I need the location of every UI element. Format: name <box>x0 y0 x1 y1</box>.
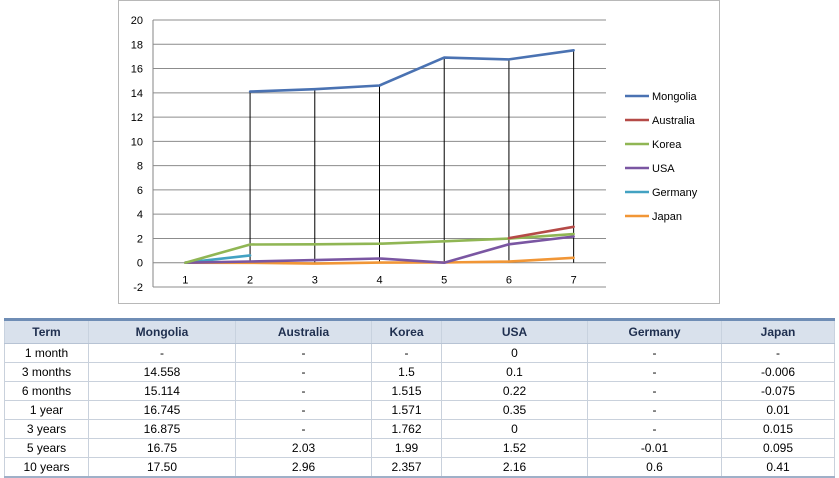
x-tick-label: 2 <box>247 275 253 287</box>
table-cell: 0.095 <box>721 438 835 458</box>
table-row: 1 month - - -0- - <box>4 343 835 363</box>
table-row: 3 years 16.875-1.762 0-0.015 <box>4 419 835 439</box>
x-tick-label: 1 <box>182 275 188 287</box>
x-tick-label: 6 <box>506 275 512 287</box>
table-cell: - <box>88 343 236 363</box>
y-tick-label: 8 <box>137 161 143 173</box>
table-cell: 2.96 <box>235 457 372 478</box>
table-cell: 1 year <box>4 400 89 420</box>
header-germany: Germany <box>587 318 722 344</box>
legend-label-germany: Germany <box>652 187 698 199</box>
y-tick-label: 20 <box>131 15 143 27</box>
legend-label-usa: USA <box>652 163 675 175</box>
table-cell: 2.03 <box>235 438 372 458</box>
table-cell: 0.35 <box>441 400 588 420</box>
table-cell: 1 month <box>4 343 89 363</box>
table-cell: 0.1 <box>441 362 588 382</box>
table-cell: - <box>235 400 372 420</box>
table-cell: 0.41 <box>721 457 835 478</box>
table-cell: 16.875 <box>88 419 236 439</box>
series-line-mongolia <box>248 49 575 93</box>
table-cell: 0.6 <box>587 457 722 478</box>
table-cell: -0.006 <box>721 362 835 382</box>
table-cell: - <box>587 381 722 401</box>
table-row: 10 years 17.50 2.96 2.357 2.16 0.6 0.41 <box>4 457 835 478</box>
y-tick-label: 2 <box>137 233 143 245</box>
table-cell: 10 years <box>4 457 89 478</box>
table-cell: -0.01 <box>587 438 722 458</box>
table-cell: - <box>235 381 372 401</box>
table-cell: - <box>587 343 722 363</box>
y-tick-label: 4 <box>137 209 143 221</box>
table-cell: - <box>721 343 835 363</box>
table-header-row: Term Mongolia Australia Korea USA German… <box>4 318 835 344</box>
table-cell: - <box>235 343 372 363</box>
y-tick-label: 18 <box>131 39 143 51</box>
table-cell: 16.745 <box>88 400 236 420</box>
table-cell: 5 years <box>4 438 89 458</box>
x-tick-label: 3 <box>312 275 318 287</box>
table-row: 5 years 16.75 2.03 1.99 1.52 -0.01 0.095 <box>4 438 835 458</box>
x-tick-label: 4 <box>376 275 382 287</box>
table-cell: - <box>587 419 722 439</box>
table-cell: 14.558 <box>88 362 236 382</box>
header-korea: Korea <box>371 318 442 344</box>
table-body: 1 month - - -0- -3 months 14.558-1.5 0.1- -0.00… <box>4 343 835 478</box>
header-mongolia: Mongolia <box>88 318 236 344</box>
x-tick-label: 7 <box>571 275 577 287</box>
table-cell: 1.515 <box>371 381 442 401</box>
series-line-australia <box>507 225 575 240</box>
table-cell: 0 <box>441 343 588 363</box>
chart-area: -2 0 2 4 6 8 10 12 14 16 18 20 1 2 3 4 5 6 7 Mongolia Austra… <box>118 0 720 304</box>
y-tick-label: 16 <box>131 64 143 76</box>
header-australia: Australia <box>235 318 372 344</box>
table-cell: 0.22 <box>441 381 588 401</box>
table-cell: 1.571 <box>371 400 442 420</box>
y-tick-label: 12 <box>131 112 143 124</box>
series-line-usa <box>184 235 575 264</box>
table-cell: 1.99 <box>371 438 442 458</box>
table-cell: 1.762 <box>371 419 442 439</box>
table-cell: -0.075 <box>721 381 835 401</box>
table-row: 1 year 16.745-1.571 0.35-0.01 <box>4 400 835 420</box>
table-row: 3 months 14.558-1.5 0.1- -0.006 <box>4 362 835 382</box>
table-cell: - <box>587 362 722 382</box>
yield-table: Term Mongolia Australia Korea USA German… <box>4 318 835 478</box>
y-tick-label: 6 <box>137 185 143 197</box>
header-usa: USA <box>441 318 588 344</box>
table-cell: 15.114 <box>88 381 236 401</box>
table-cell: - <box>587 400 722 420</box>
table-cell: 0 <box>441 419 588 439</box>
table-row: 6 months 15.114-1.515 0.22- -0.075 <box>4 381 835 401</box>
table-cell: 16.75 <box>88 438 236 458</box>
table-cell: - <box>235 362 372 382</box>
table-cell: - <box>371 343 442 363</box>
header-japan: Japan <box>721 318 835 344</box>
table-cell: 2.16 <box>441 457 588 478</box>
table-cell: 0.01 <box>721 400 835 420</box>
x-tick-label: 5 <box>441 275 447 287</box>
table-cell: 1.52 <box>441 438 588 458</box>
table-cell: 3 months <box>4 362 89 382</box>
legend-label-australia: Australia <box>652 115 696 127</box>
table-cell: 1.5 <box>371 362 442 382</box>
y-tick-label: -2 <box>133 282 143 294</box>
y-tick-label: 10 <box>131 136 143 148</box>
table-cell: 3 years <box>4 419 89 439</box>
table-cell: 0.015 <box>721 419 835 439</box>
legend-label-mongolia: Mongolia <box>652 91 698 103</box>
y-tick-label: 0 <box>137 258 143 270</box>
y-tick-label: 14 <box>131 88 143 100</box>
legend-label-korea: Korea <box>652 139 682 151</box>
table-cell: 17.50 <box>88 457 236 478</box>
table-cell: - <box>235 419 372 439</box>
table-cell: 2.357 <box>371 457 442 478</box>
legend-label-japan: Japan <box>652 211 682 223</box>
header-term: Term <box>4 318 89 344</box>
table-cell: 6 months <box>4 381 89 401</box>
